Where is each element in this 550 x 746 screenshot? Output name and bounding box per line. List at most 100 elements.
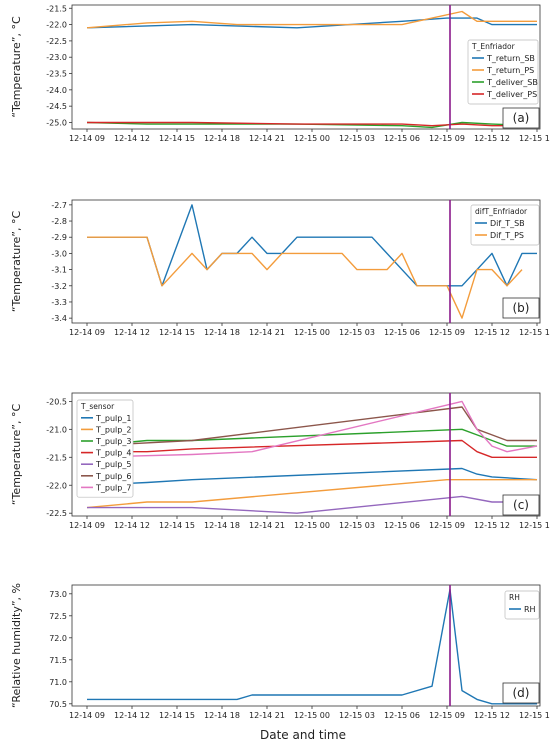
x-tick-label: 12-14 09 [69, 711, 105, 720]
y-tick-label: -3.4 [51, 314, 67, 323]
legend-box [504, 590, 540, 620]
y-axis-label: “Temperature”, °C [10, 16, 23, 118]
series-line-T_return_SB [86, 17, 537, 29]
plot-frame [71, 4, 541, 130]
series-line-T_pulp_7 [86, 400, 538, 458]
x-tick-label: 12-15 06 [384, 328, 420, 337]
chart-panel-4: 70.5 71.0 71.5 72.0 72.5 73.0 12-14 09 12-14 12… [10, 583, 550, 720]
x-tick-label: 12-15 09 [429, 711, 465, 720]
panel-label: (a) [513, 111, 530, 125]
legend-title: RH [509, 593, 520, 602]
legend-entry: RH [524, 605, 536, 614]
x-tick-label: 12-14 12 [114, 134, 150, 143]
legend-title: T_Enfriador [471, 42, 516, 51]
series-line-T_pulp_1 [86, 467, 538, 486]
x-tick-label: 12-14 12 [114, 711, 150, 720]
legend-entry: Dif_T_PS [490, 231, 524, 240]
y-tick-label: -3.2 [51, 282, 67, 291]
x-tick-label: 12-15 09 [429, 134, 465, 143]
x-tick-label: 12-15 03 [339, 521, 375, 530]
x-tick-label: 12-14 09 [69, 134, 105, 143]
plot-frame [71, 584, 541, 707]
series-line-RH [87, 588, 537, 705]
legend-entry: T_pulp_5 [95, 460, 131, 469]
series-line-T_pulp_2 [86, 479, 537, 509]
x-tick-label: 12-15 12 [474, 521, 510, 530]
x-tick-label: 12-15 06 [384, 134, 420, 143]
y-tick-label: 70.5 [49, 700, 67, 709]
panel-label-box [502, 494, 540, 516]
x-tick-label: 12-15 09 [429, 521, 465, 530]
x-tick-label: 12-14 15 [159, 711, 195, 720]
y-tick-label: -23.0 [46, 53, 67, 62]
x-tick-label: 12-14 21 [249, 521, 285, 530]
x-tick-label: 12-14 12 [114, 521, 150, 530]
y-tick-label: 71.0 [49, 678, 67, 687]
x-tick-label: 12-15 15 [519, 134, 550, 143]
panel-label-box [502, 297, 540, 319]
x-tick-label: 12-15 06 [384, 711, 420, 720]
series-line-Dif_T_PS [87, 236, 523, 319]
legend-entry: T_return_SB [486, 54, 535, 63]
y-tick-label: -22.5 [46, 509, 67, 518]
panel-label: (d) [513, 686, 530, 700]
y-tick-label: -24.0 [46, 86, 67, 95]
legend-entry: T_return_PS [486, 66, 534, 75]
y-tick-label: -22.0 [46, 481, 67, 490]
x-tick-label: 12-15 09 [429, 328, 465, 337]
y-tick-label: -3.1 [51, 266, 67, 275]
x-tick-label: 12-15 00 [294, 711, 330, 720]
series-line-T_deliver_SB [86, 121, 538, 129]
x-tick-label: 12-15 15 [519, 711, 550, 720]
legend-entry: Dif_T_SB [490, 219, 525, 228]
plot-frame [71, 392, 541, 517]
legend-entry: T_pulp_3 [95, 437, 131, 446]
x-tick-label: 12-15 00 [294, 328, 330, 337]
x-tick-label: 12-14 21 [249, 134, 285, 143]
chart-panel-1: -25.0 -24.5 -24.0 -23.5 -23.0 -22.5 -22.0 -21.5… [10, 4, 550, 143]
x-tick-label: 12-14 18 [204, 134, 240, 143]
x-tick-label: 12-15 15 [519, 328, 550, 337]
legend-box [76, 399, 134, 498]
series-line-T_pulp_5 [87, 495, 537, 514]
y-tick-label: -21.0 [46, 425, 67, 434]
legend-entry: T_pulp_2 [95, 425, 131, 434]
x-tick-label: 12-15 12 [474, 134, 510, 143]
y-tick-label: 72.5 [49, 612, 67, 621]
y-tick-label: -23.5 [46, 70, 67, 79]
y-tick-label: -22.0 [46, 21, 67, 30]
panel-label: (c) [513, 498, 529, 512]
x-tick-label: 12-15 00 [294, 521, 330, 530]
y-tick-label: -21.5 [46, 453, 67, 462]
y-tick-label: -2.8 [51, 217, 67, 226]
x-tick-label: 12-14 21 [249, 711, 285, 720]
series-line-Dif_T_SB [87, 204, 537, 287]
series-line-T_return_PS [86, 10, 537, 29]
chart-panel-3: -22.5 -22.0 -21.5 -21.0 -20.5 12-14 09 12-14 1… [10, 392, 550, 530]
x-tick-label: 12-14 15 [159, 328, 195, 337]
legend-entry: T_pulp_1 [95, 414, 131, 423]
y-tick-label: -2.7 [51, 201, 67, 210]
legend-entry: T_deliver_SB [486, 78, 538, 87]
y-tick-label: -22.5 [46, 37, 67, 46]
y-tick-label: -20.5 [46, 397, 67, 406]
x-tick-label: 12-14 09 [69, 328, 105, 337]
legend-box [470, 204, 540, 246]
y-tick-label: 71.5 [49, 656, 67, 665]
y-tick-label: -3.3 [51, 298, 67, 307]
y-tick-label: 72.0 [49, 634, 67, 643]
y-tick-label: -21.5 [46, 4, 67, 13]
legend-entry: T_pulp_4 [95, 449, 131, 458]
x-tick-label: 12-14 21 [249, 328, 285, 337]
x-tick-label: 12-14 18 [204, 521, 240, 530]
x-tick-label: 12-15 12 [474, 711, 510, 720]
x-tick-label: 12-14 18 [204, 711, 240, 720]
x-tick-label: 12-14 18 [204, 328, 240, 337]
panel-label-box [502, 682, 540, 704]
x-tick-label: 12-14 15 [159, 134, 195, 143]
legend-title: T_sensor [80, 402, 115, 411]
legend-title: difT_Enfriador [475, 207, 528, 216]
x-tick-label: 12-15 03 [339, 134, 375, 143]
legend-entry: T_pulp_6 [95, 472, 131, 481]
